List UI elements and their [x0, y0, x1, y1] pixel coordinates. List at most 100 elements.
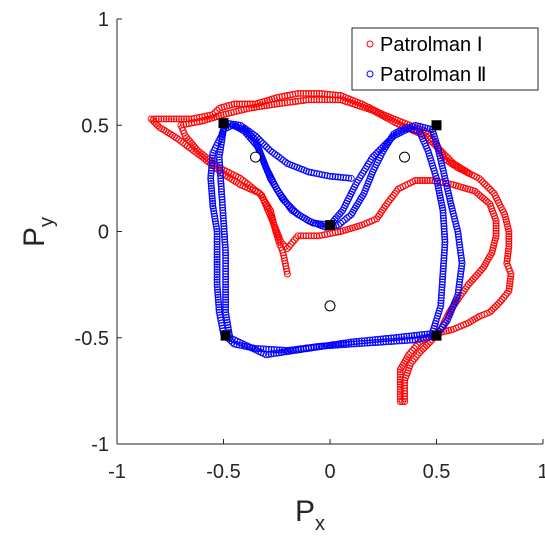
data-point — [286, 91, 294, 99]
data-point — [438, 204, 446, 212]
x-axis-label-main: P — [295, 495, 315, 528]
data-point — [323, 230, 331, 238]
data-point — [441, 241, 449, 249]
data-point — [213, 266, 221, 274]
data-point — [245, 181, 253, 189]
legend-box — [351, 27, 539, 91]
data-point — [504, 247, 512, 255]
x-tick-label: -1 — [108, 461, 126, 483]
data-point — [436, 192, 444, 199]
data-point — [270, 350, 278, 358]
data-point — [307, 96, 315, 104]
data-point — [454, 291, 462, 299]
data-point — [213, 278, 221, 286]
data-point — [218, 198, 226, 206]
data-point — [315, 170, 323, 178]
data-point — [207, 169, 215, 177]
data-point — [286, 98, 294, 106]
data-point — [492, 222, 500, 230]
data-point — [456, 241, 464, 249]
data-point — [213, 273, 221, 281]
data-point — [213, 253, 221, 261]
data-point — [218, 136, 226, 143]
data-point — [297, 346, 305, 353]
data-point — [330, 341, 338, 349]
data-point — [216, 151, 224, 159]
data-point — [318, 231, 326, 239]
data-point — [302, 96, 310, 104]
data-point — [457, 267, 465, 275]
data-point — [213, 240, 221, 248]
open-circle-marker — [324, 300, 336, 312]
data-point — [220, 225, 228, 233]
data-point — [326, 96, 334, 104]
data-point — [232, 107, 240, 115]
data-point — [325, 341, 333, 349]
data-point — [339, 174, 347, 182]
data-point — [492, 227, 500, 235]
data-point — [281, 158, 289, 166]
data-point — [215, 303, 223, 311]
data-point — [217, 177, 225, 185]
data-point — [434, 182, 442, 190]
data-point — [455, 281, 463, 289]
data-point — [310, 169, 318, 177]
data-point — [270, 100, 278, 108]
data-point — [219, 204, 227, 212]
data-point — [318, 96, 326, 104]
data-point — [401, 382, 409, 390]
data-point — [361, 337, 369, 345]
data-point — [215, 301, 223, 309]
data-point — [280, 348, 288, 356]
data-point — [294, 232, 302, 240]
data-point — [437, 297, 445, 305]
data-point — [222, 254, 230, 262]
data-point — [505, 242, 513, 250]
data-point — [421, 330, 429, 338]
data-point — [426, 177, 434, 184]
data-point — [337, 340, 345, 347]
data-point — [437, 157, 445, 165]
data-point — [177, 137, 185, 145]
data-point — [441, 246, 448, 254]
data-point — [479, 178, 487, 186]
data-point — [232, 123, 240, 130]
data-point — [457, 254, 465, 262]
data-point — [331, 229, 339, 237]
data-point — [413, 331, 421, 339]
data-point — [401, 390, 409, 397]
data-point — [222, 291, 230, 299]
data-point — [416, 349, 423, 357]
data-point — [455, 233, 462, 241]
data-point — [441, 236, 449, 243]
data-point — [363, 336, 371, 344]
data-point — [438, 201, 446, 209]
data-point — [217, 185, 225, 193]
data-point — [458, 262, 466, 270]
data-point — [337, 173, 345, 181]
data-point — [396, 366, 404, 374]
data-point — [326, 172, 334, 180]
data-point — [291, 90, 299, 98]
series-patrolman-2 — [207, 119, 466, 359]
data-point — [260, 102, 268, 110]
data-point — [457, 249, 465, 257]
data-point — [307, 344, 315, 352]
data-point — [218, 201, 226, 209]
data-point — [435, 184, 442, 192]
data-point — [243, 180, 251, 187]
data-point — [208, 162, 216, 170]
data-point — [345, 174, 353, 182]
data-point — [224, 321, 232, 329]
data-point — [369, 336, 377, 344]
data-point — [437, 196, 445, 204]
data-point — [396, 378, 404, 386]
data-point — [262, 351, 270, 359]
data-point — [411, 336, 419, 344]
data-point — [188, 119, 196, 127]
data-point — [435, 149, 443, 157]
data-point — [321, 96, 329, 104]
data-point — [185, 120, 193, 128]
data-point — [358, 337, 366, 345]
data-point — [213, 225, 221, 233]
